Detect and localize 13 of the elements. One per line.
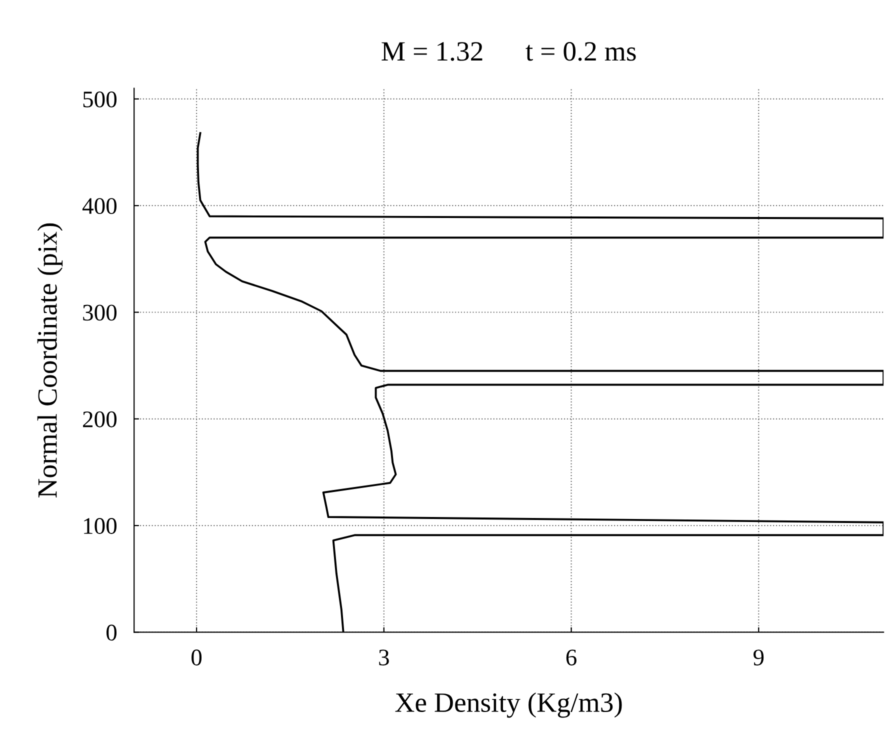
x-tick-label: 9 — [754, 650, 764, 666]
y-tick-label: 200 — [83, 411, 117, 428]
y-tick-label: 500 — [83, 91, 117, 108]
x-tick-label: 6 — [566, 650, 576, 666]
y-tick-label: 300 — [83, 304, 117, 321]
y-tick-label: 100 — [84, 518, 117, 534]
x-tick-label: 0 — [192, 650, 202, 666]
x-axis-title: Xe Density (Kg/m3) — [395, 692, 622, 718]
chart-title: M = 1.32 t = 0.2 ms — [382, 42, 636, 61]
y-tick-label: 0 — [106, 624, 117, 641]
y-axis-title: Normal Coordinate (pix) — [37, 223, 63, 498]
y-tick-label: 400 — [82, 198, 117, 214]
x-tick-label: 3 — [379, 650, 389, 666]
